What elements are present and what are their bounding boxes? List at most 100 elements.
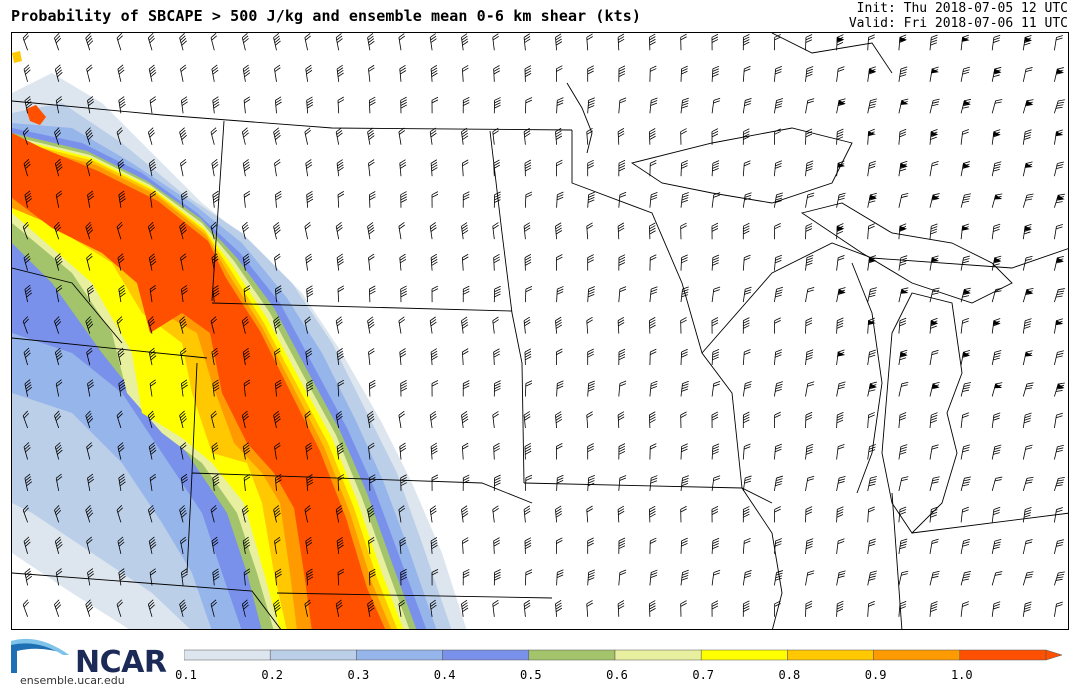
- wind-barb: [273, 410, 281, 429]
- wind-barb: [148, 536, 157, 554]
- lake-michigan-shore: [851, 262, 883, 494]
- wind-barb: [54, 410, 62, 429]
- wind-barb: [898, 349, 908, 366]
- wind-barb: [618, 569, 627, 586]
- wind-barb: [742, 254, 751, 271]
- wind-barb: [306, 285, 314, 303]
- wind-barb: [180, 253, 187, 271]
- wind-barb: [118, 473, 126, 491]
- wind-barb: [711, 600, 719, 617]
- wind-barb: [805, 98, 815, 114]
- wind-barb: [493, 474, 501, 491]
- wind-barb: [179, 33, 187, 51]
- wind-barb: [399, 348, 407, 366]
- wind-barb: [304, 316, 311, 334]
- wind-barb: [680, 65, 688, 82]
- wind-barb: [87, 568, 95, 586]
- border-us-canada: [12, 100, 573, 131]
- wind-barb: [960, 349, 971, 366]
- wind-barb: [54, 33, 62, 51]
- wind-barb: [836, 98, 846, 114]
- colorbar-tick-label: 0.6: [606, 668, 628, 682]
- wind-barb: [85, 599, 94, 617]
- wind-barb: [586, 600, 593, 617]
- wind-barb: [305, 347, 313, 366]
- wind-barb: [991, 350, 1002, 366]
- wind-barb: [149, 473, 157, 491]
- wind-barb: [24, 284, 33, 303]
- wind-barb: [867, 287, 877, 303]
- wind-barb: [960, 476, 971, 492]
- wind-barb: [711, 349, 720, 366]
- wind-barb: [711, 160, 720, 177]
- wind-barb: [867, 506, 875, 523]
- wind-barb: [431, 96, 439, 114]
- wind-barb: [711, 505, 719, 523]
- wind-barb: [680, 348, 688, 366]
- wind-barb: [774, 286, 784, 303]
- wind-barb: [587, 443, 594, 460]
- wind-barb: [805, 128, 813, 145]
- wind-barb: [805, 34, 813, 51]
- wind-barb: [493, 348, 500, 366]
- wind-barb: [711, 65, 720, 82]
- wind-barb: [587, 97, 595, 114]
- wind-barb: [337, 474, 345, 491]
- wind-barb: [523, 411, 531, 429]
- wind-barb: [711, 254, 720, 271]
- wind-barb: [867, 349, 876, 366]
- wind-barb: [180, 442, 187, 460]
- wind-barb: [617, 128, 625, 145]
- wind-barb: [211, 253, 219, 271]
- wind-barb: [898, 538, 908, 554]
- wind-barb: [492, 316, 499, 334]
- wind-barb: [898, 255, 908, 271]
- colorbar-swatch: [356, 649, 443, 661]
- border-ia-mo: [523, 482, 773, 504]
- wind-barb: [117, 536, 125, 554]
- wind-barb: [368, 379, 376, 397]
- wind-barb: [1054, 161, 1064, 177]
- border-mt-nd: [211, 120, 225, 302]
- wind-barb: [336, 253, 344, 271]
- wind-barb: [86, 64, 93, 82]
- wind-barb: [210, 599, 217, 617]
- colorbar-swatch: [183, 649, 271, 661]
- wind-barb: [898, 444, 908, 460]
- wind-barb: [711, 411, 719, 429]
- wind-barb: [243, 190, 251, 208]
- wind-barb: [711, 475, 721, 491]
- wind-barbs: [22, 33, 1065, 617]
- wind-barb: [116, 410, 123, 429]
- wind-barb: [524, 254, 532, 271]
- wind-barb: [54, 442, 63, 460]
- wind-barb: [149, 190, 157, 208]
- wind-barb: [55, 190, 63, 208]
- wind-barb: [22, 221, 29, 240]
- wind-barb: [147, 505, 155, 523]
- wind-barb: [180, 64, 187, 82]
- wind-barb: [210, 316, 217, 334]
- wind-barb: [399, 442, 407, 460]
- wind-barb: [54, 505, 62, 523]
- wind-barb: [805, 443, 814, 460]
- wind-barb: [273, 505, 281, 523]
- wind-barb: [836, 160, 846, 177]
- wind-barb: [960, 506, 970, 523]
- wind-barb: [618, 191, 627, 208]
- wind-barb: [680, 222, 687, 240]
- wind-barb: [492, 33, 499, 51]
- wind-barb: [274, 253, 281, 271]
- wind-barb: [617, 222, 625, 240]
- wind-barb: [649, 191, 658, 208]
- wind-barb: [398, 505, 405, 523]
- wind-barb: [711, 381, 721, 397]
- wind-barb: [618, 65, 626, 82]
- wind-barb: [492, 505, 499, 523]
- wind-barb: [742, 381, 752, 397]
- wind-barb: [54, 316, 62, 334]
- wind-barb: [836, 34, 845, 51]
- border-mn-west: [489, 130, 525, 484]
- wind-barb: [367, 599, 375, 617]
- wind-barb: [991, 601, 1001, 617]
